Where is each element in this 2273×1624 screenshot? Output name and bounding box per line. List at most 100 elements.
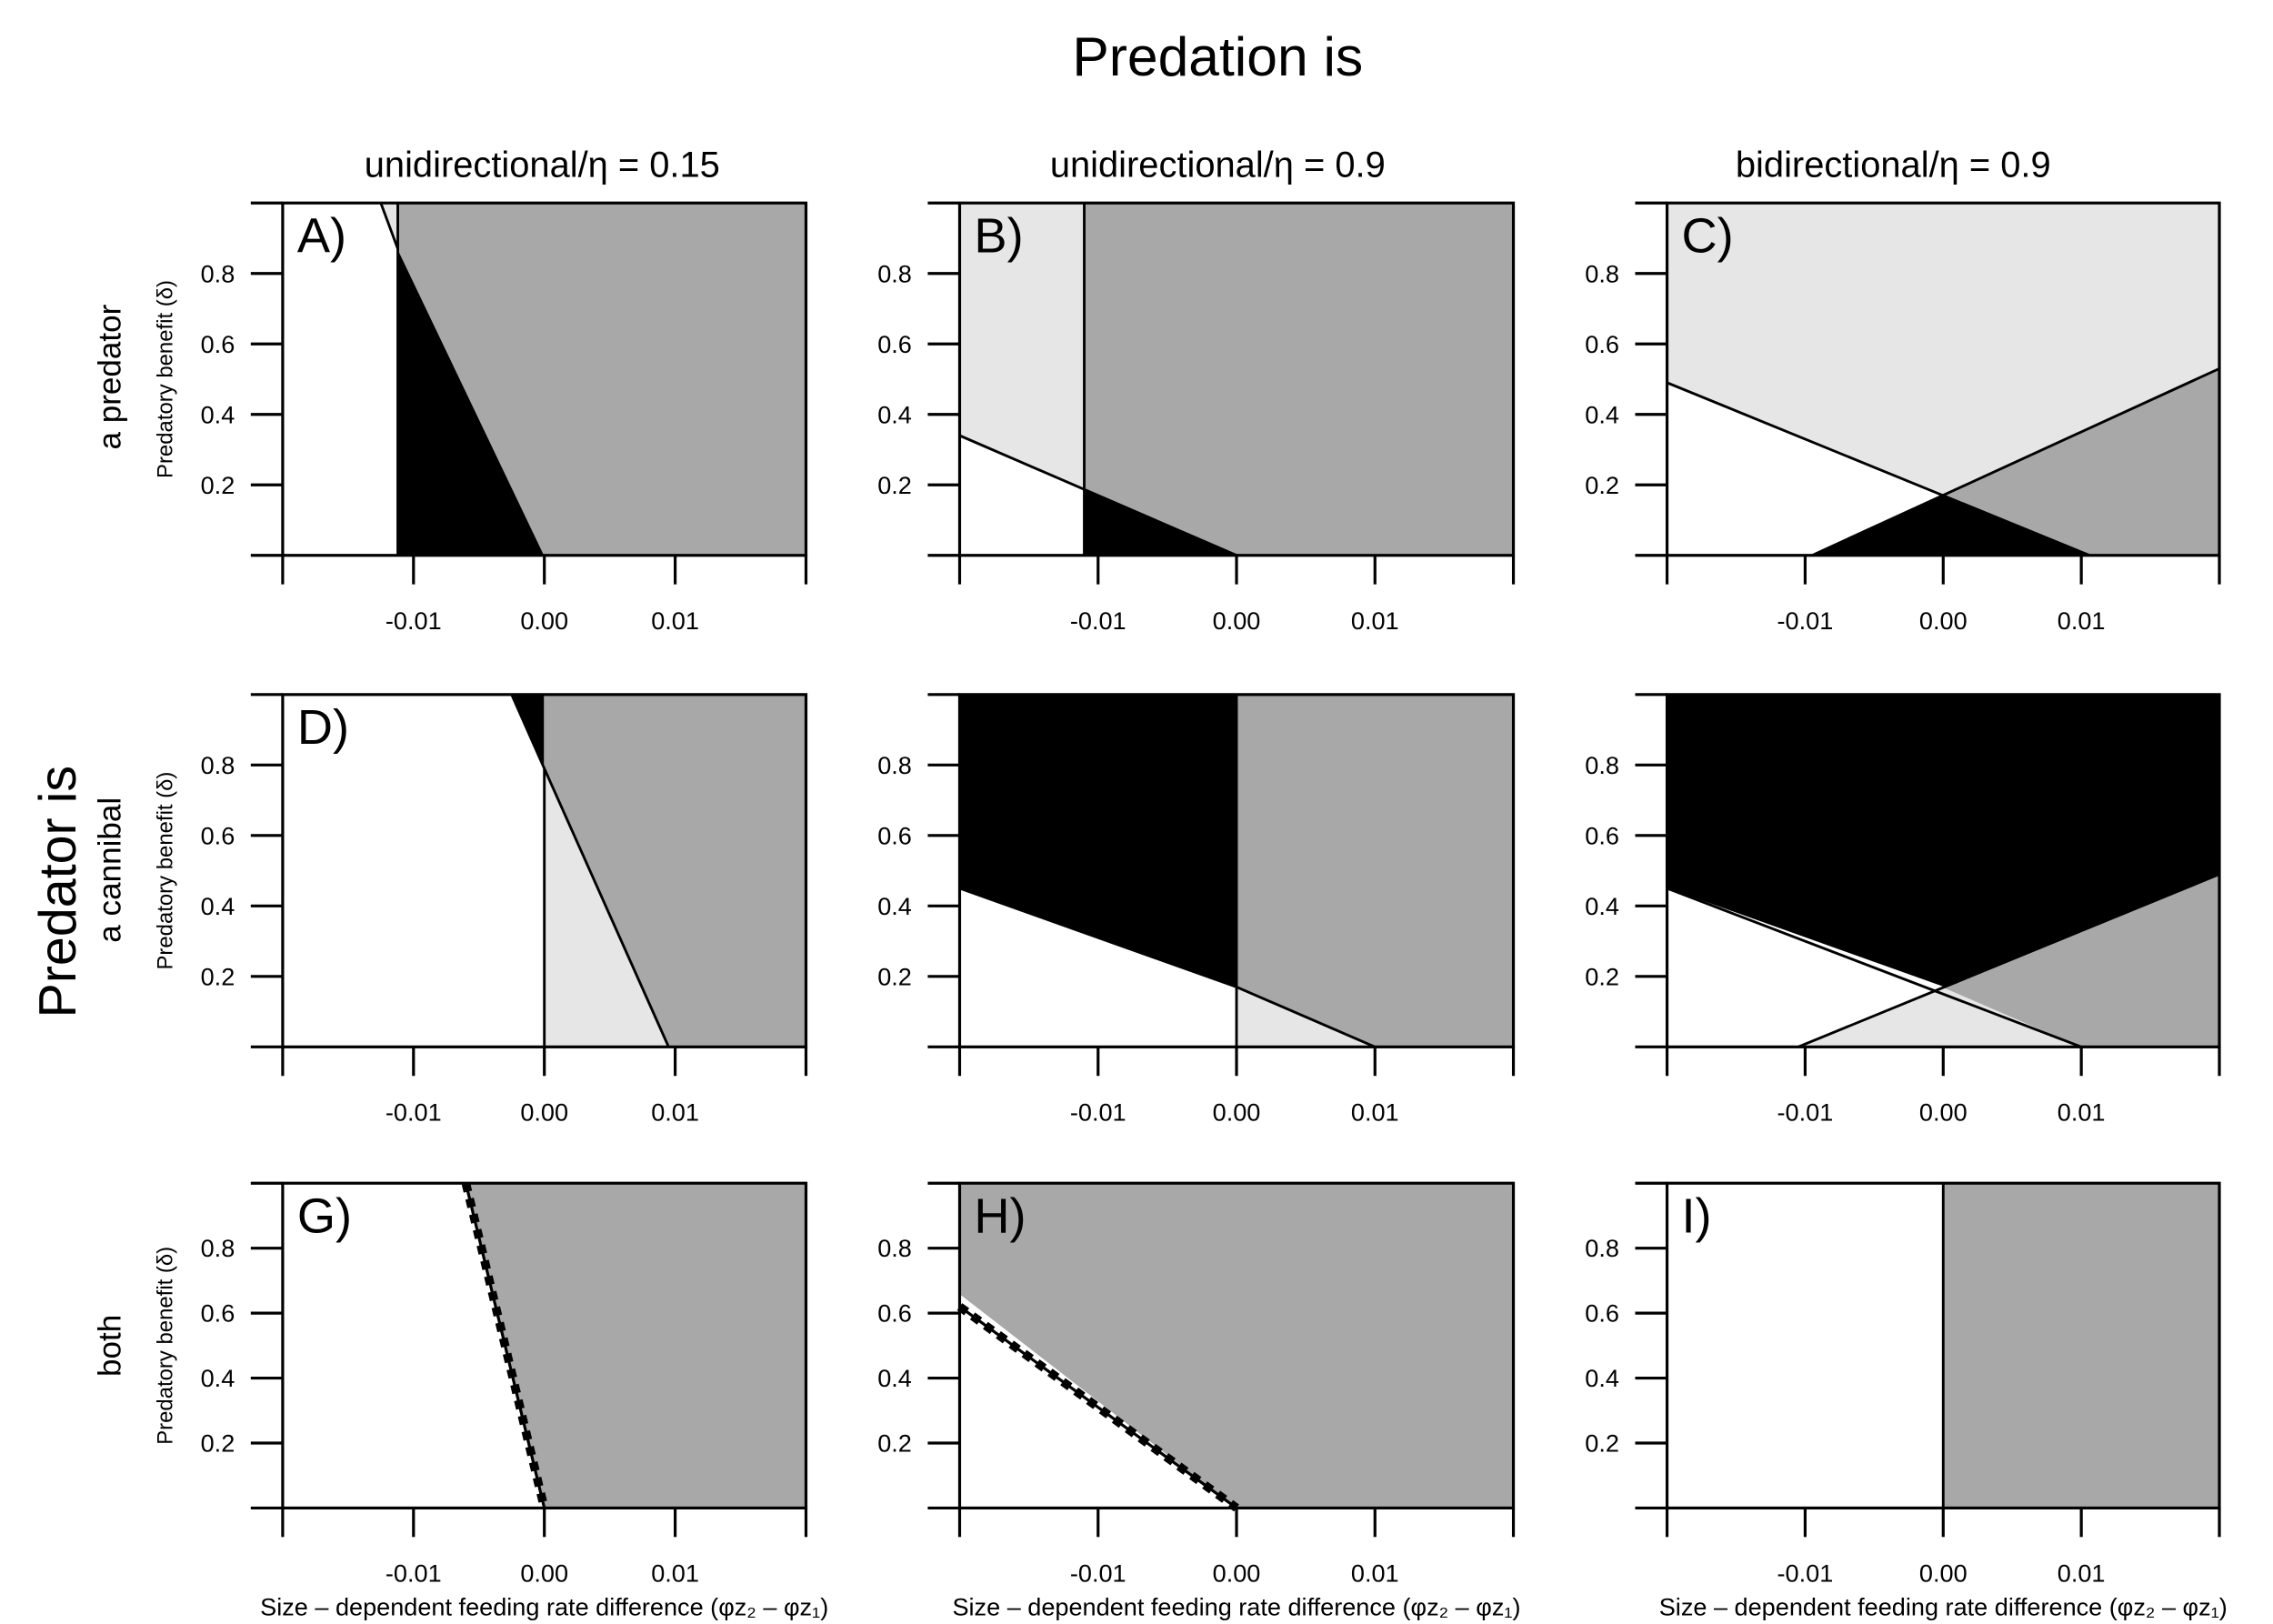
x-tick-label: 0.01 <box>1351 606 1399 635</box>
y-tick-label: 0.6 <box>201 1299 235 1328</box>
figure-title: Predation is <box>1072 25 1363 87</box>
y-tick-label: 0.8 <box>1585 259 1619 287</box>
panel-label: G) <box>297 1188 352 1243</box>
y-tick-label: 0.8 <box>1585 751 1619 779</box>
y-axis-label: Predatory benefit (δ) <box>154 280 178 478</box>
panel-label: E) <box>974 700 1023 755</box>
panel-label: C) <box>1681 208 1733 263</box>
boundary-line <box>1797 873 2220 1048</box>
y-tick-label: 0.4 <box>1585 1364 1619 1392</box>
x-axis-label: Size – dependent feeding rate difference… <box>260 1592 828 1620</box>
x-tick-label: 0.00 <box>1213 606 1261 635</box>
x-tick-label: -0.01 <box>1070 606 1126 635</box>
y-tick-label: 0.6 <box>201 821 235 849</box>
y-tick-label: 0.4 <box>877 892 912 920</box>
x-tick-label: 0.00 <box>1919 1098 1968 1127</box>
x-tick-label: 0.01 <box>1351 1559 1399 1588</box>
column-label-2: unidirectional/η = 0.9 <box>1050 145 1386 185</box>
y-tick-label: 0.4 <box>1585 892 1619 920</box>
y-tick-label: 0.6 <box>1585 821 1619 849</box>
y-tick-label: 0.4 <box>201 1364 235 1392</box>
x-tick-label: -0.01 <box>386 606 442 635</box>
y-tick-label: 0.8 <box>877 259 912 287</box>
panel-f: F) -0.01 0.00 0.01 0.2 0.4 0.6 0.8 <box>1585 693 2221 1127</box>
y-tick-label: 0.2 <box>201 1429 235 1458</box>
y-tick-label: 0.6 <box>877 1299 912 1328</box>
column-label-3: bidirectional/η = 0.9 <box>1736 145 2051 185</box>
x-tick-label: -0.01 <box>1777 1559 1834 1588</box>
x-tick-label: 0.01 <box>2058 1559 2106 1588</box>
y-tick-label: 0.8 <box>877 1234 912 1262</box>
region-gray <box>1084 202 1515 556</box>
y-tick-label: 0.4 <box>1585 400 1619 428</box>
panel-label: I) <box>1681 1188 1711 1243</box>
y-tick-label: 0.4 <box>201 892 235 920</box>
row-label-3: both <box>92 1315 127 1377</box>
row-label-2: a cannibal <box>92 797 127 943</box>
x-tick-label: 0.00 <box>520 1559 568 1588</box>
y-tick-label: 0.2 <box>877 962 912 990</box>
y-tick-label: 0.8 <box>201 1234 235 1262</box>
x-axis-label: Size – dependent feeding rate difference… <box>952 1592 1520 1620</box>
y-tick-label: 0.6 <box>1585 1299 1619 1328</box>
x-tick-label: 0.01 <box>651 606 699 635</box>
y-tick-label: 0.2 <box>877 471 912 499</box>
boundary-line <box>1667 381 2090 557</box>
region-gray <box>1236 694 1515 1048</box>
x-tick-label: 0.01 <box>2058 606 2106 635</box>
x-tick-label: 0.00 <box>1213 1098 1261 1127</box>
panel-h: H) -0.01 0.00 0.01 0.2 0.4 0.6 0.8 Size – depend… <box>877 1181 1521 1620</box>
x-tick-label: 0.00 <box>520 606 568 635</box>
x-tick-label: 0.01 <box>651 1559 699 1588</box>
panel-g: G) -0.01 0.00 0.01 0.2 0.4 0.6 0.8 Predatory ben… <box>154 1181 828 1620</box>
y-tick-label: 0.6 <box>877 821 912 849</box>
black-band <box>461 1182 549 1509</box>
boundary-line <box>958 434 1237 557</box>
column-label-1: unidirectional/η = 0.15 <box>365 145 720 185</box>
y-tick-label: 0.6 <box>1585 330 1619 358</box>
boundary-line <box>379 202 399 250</box>
y-axis-label: Predatory benefit (δ) <box>154 1247 178 1445</box>
x-tick-label: 0.01 <box>2058 1098 2106 1127</box>
panel-a: A) -0.01 0.00 0.01 0.2 0.4 0.6 0.8 Predatory ben… <box>154 201 808 635</box>
boundary-line <box>958 1305 1237 1509</box>
x-axis-label: Size – dependent feeding rate difference… <box>1659 1592 2228 1620</box>
y-tick-label: 0.2 <box>1585 1429 1619 1458</box>
panel-label: B) <box>974 208 1023 263</box>
x-tick-label: -0.01 <box>1777 1098 1834 1127</box>
y-tick-label: 0.6 <box>201 330 235 358</box>
x-tick-label: -0.01 <box>386 1098 442 1127</box>
panel-label: F) <box>1681 700 1727 755</box>
y-axis-label: Predatory benefit (δ) <box>154 772 178 970</box>
x-tick-label: 0.00 <box>1919 606 1968 635</box>
panel-b: B) -0.01 0.00 0.01 0.2 0.4 0.6 0.8 <box>877 201 1516 635</box>
row-group-label: Predator is <box>29 766 87 1018</box>
row-label-1: a predator <box>92 304 127 449</box>
x-tick-label: 0.00 <box>520 1098 568 1127</box>
y-tick-label: 0.2 <box>1585 962 1619 990</box>
x-tick-label: 0.00 <box>1919 1559 1968 1588</box>
y-tick-label: 0.8 <box>1585 1234 1619 1262</box>
y-tick-label: 0.2 <box>201 962 235 990</box>
panel-label: A) <box>297 208 346 263</box>
y-tick-label: 0.4 <box>877 400 912 428</box>
x-tick-label: 0.01 <box>1351 1098 1399 1127</box>
y-tick-label: 0.2 <box>877 1429 912 1458</box>
y-tick-label: 0.4 <box>201 400 235 428</box>
boundary-line <box>1811 367 2220 557</box>
x-tick-label: -0.01 <box>1070 1098 1126 1127</box>
x-tick-label: 0.01 <box>651 1098 699 1127</box>
y-tick-label: 0.8 <box>201 751 235 779</box>
boundary-line <box>1667 887 2082 1048</box>
x-tick-label: -0.01 <box>386 1559 442 1588</box>
x-tick-label: -0.01 <box>1777 606 1834 635</box>
x-tick-label: -0.01 <box>1070 1559 1126 1588</box>
region-gray <box>1942 1182 2220 1509</box>
y-tick-label: 0.6 <box>877 330 912 358</box>
x-tick-label: 0.00 <box>1213 1559 1261 1588</box>
y-tick-label: 0.2 <box>201 471 235 499</box>
panel-e: E) -0.01 0.00 0.01 0.2 0.4 0.6 0.8 <box>877 693 1516 1127</box>
y-tick-label: 0.8 <box>201 259 235 287</box>
panel-label: D) <box>297 700 349 755</box>
panel-i: I) -0.01 0.00 0.01 0.2 0.4 0.6 0.8 Size – depend… <box>1585 1181 2228 1620</box>
